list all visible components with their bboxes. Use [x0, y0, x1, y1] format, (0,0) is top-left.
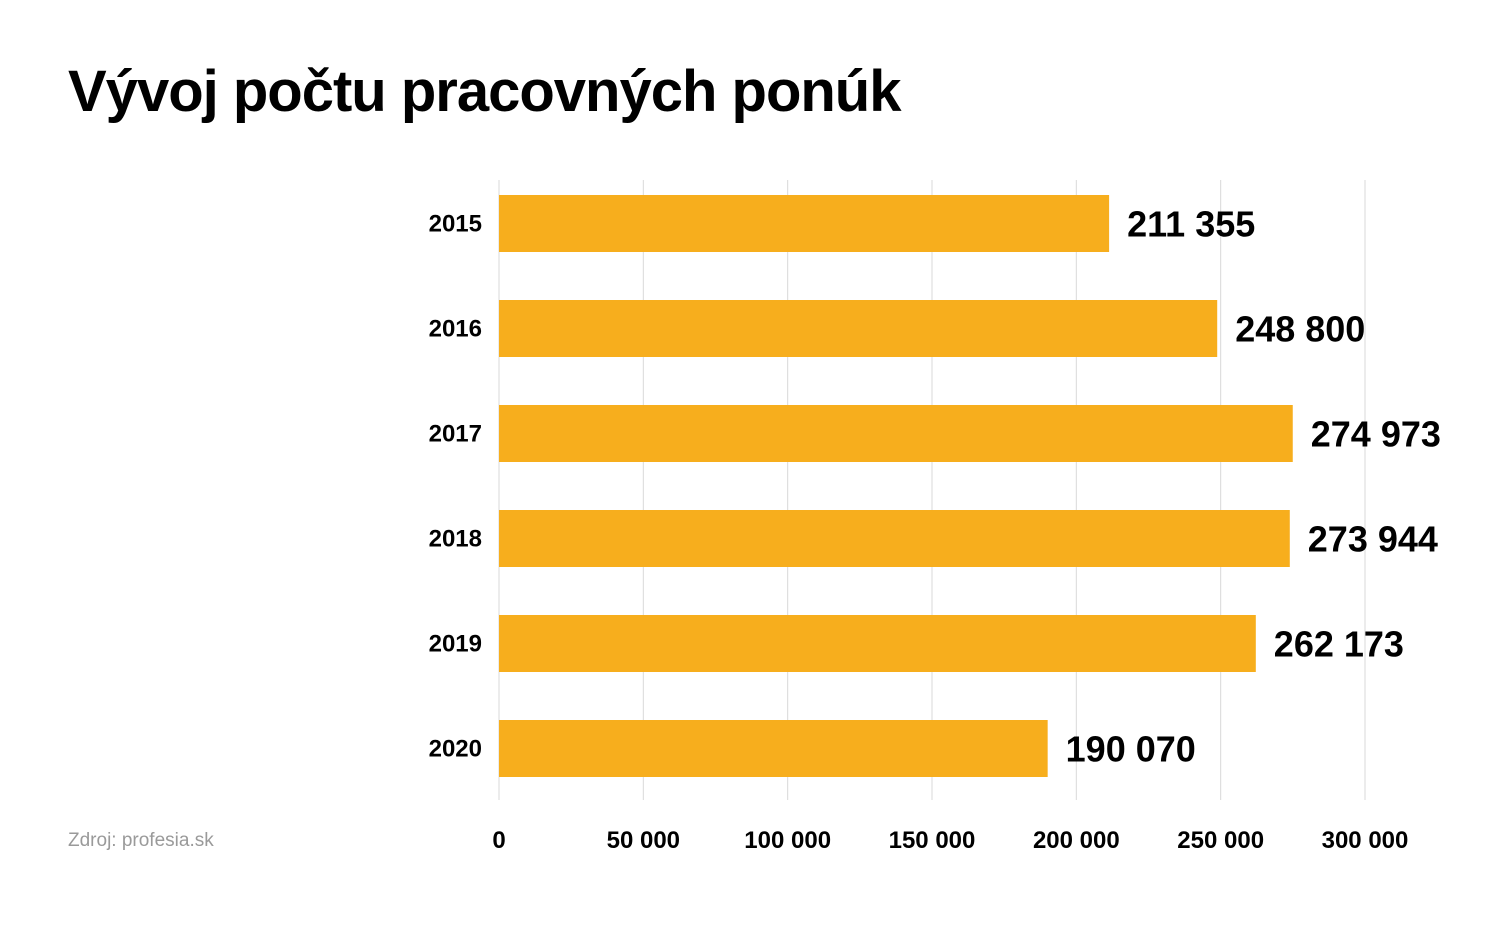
bar	[499, 510, 1290, 567]
data-label: 262 173	[1274, 624, 1404, 665]
y-tick-label: 2018	[429, 526, 482, 553]
y-tick-label: 2015	[429, 211, 482, 238]
bars	[499, 195, 1293, 777]
y-tick-label: 2020	[429, 736, 482, 763]
y-tick-label: 2017	[429, 421, 482, 448]
bar	[499, 300, 1218, 357]
x-tick-label: 250 000	[1177, 827, 1264, 854]
labels: 0 50 000 100 000 150 000 200 000 250 000 300 0…	[429, 204, 1441, 855]
bar	[499, 615, 1256, 672]
bar	[499, 720, 1048, 777]
data-label: 248 800	[1235, 309, 1365, 350]
x-tick-label: 50 000	[607, 827, 680, 854]
x-tick-label: 200 000	[1033, 827, 1120, 854]
data-label: 211 355	[1127, 204, 1255, 245]
x-tick-label: 300 000	[1322, 827, 1409, 854]
source-note: Zdroj: profesia.sk	[68, 830, 214, 851]
data-label: 273 944	[1308, 519, 1438, 560]
x-tick-label: 100 000	[744, 827, 831, 854]
chart-title: Vývoj počtu pracovných ponúk	[68, 59, 901, 124]
x-tick-label: 0	[492, 827, 505, 854]
y-tick-label: 2016	[429, 316, 482, 343]
bar	[499, 195, 1110, 252]
x-tick-label: 150 000	[889, 827, 976, 854]
bar	[499, 405, 1293, 462]
gridlines	[498, 180, 1366, 800]
data-label: 274 973	[1311, 414, 1441, 455]
data-label: 190 070	[1066, 729, 1196, 770]
y-tick-label: 2019	[429, 631, 482, 658]
